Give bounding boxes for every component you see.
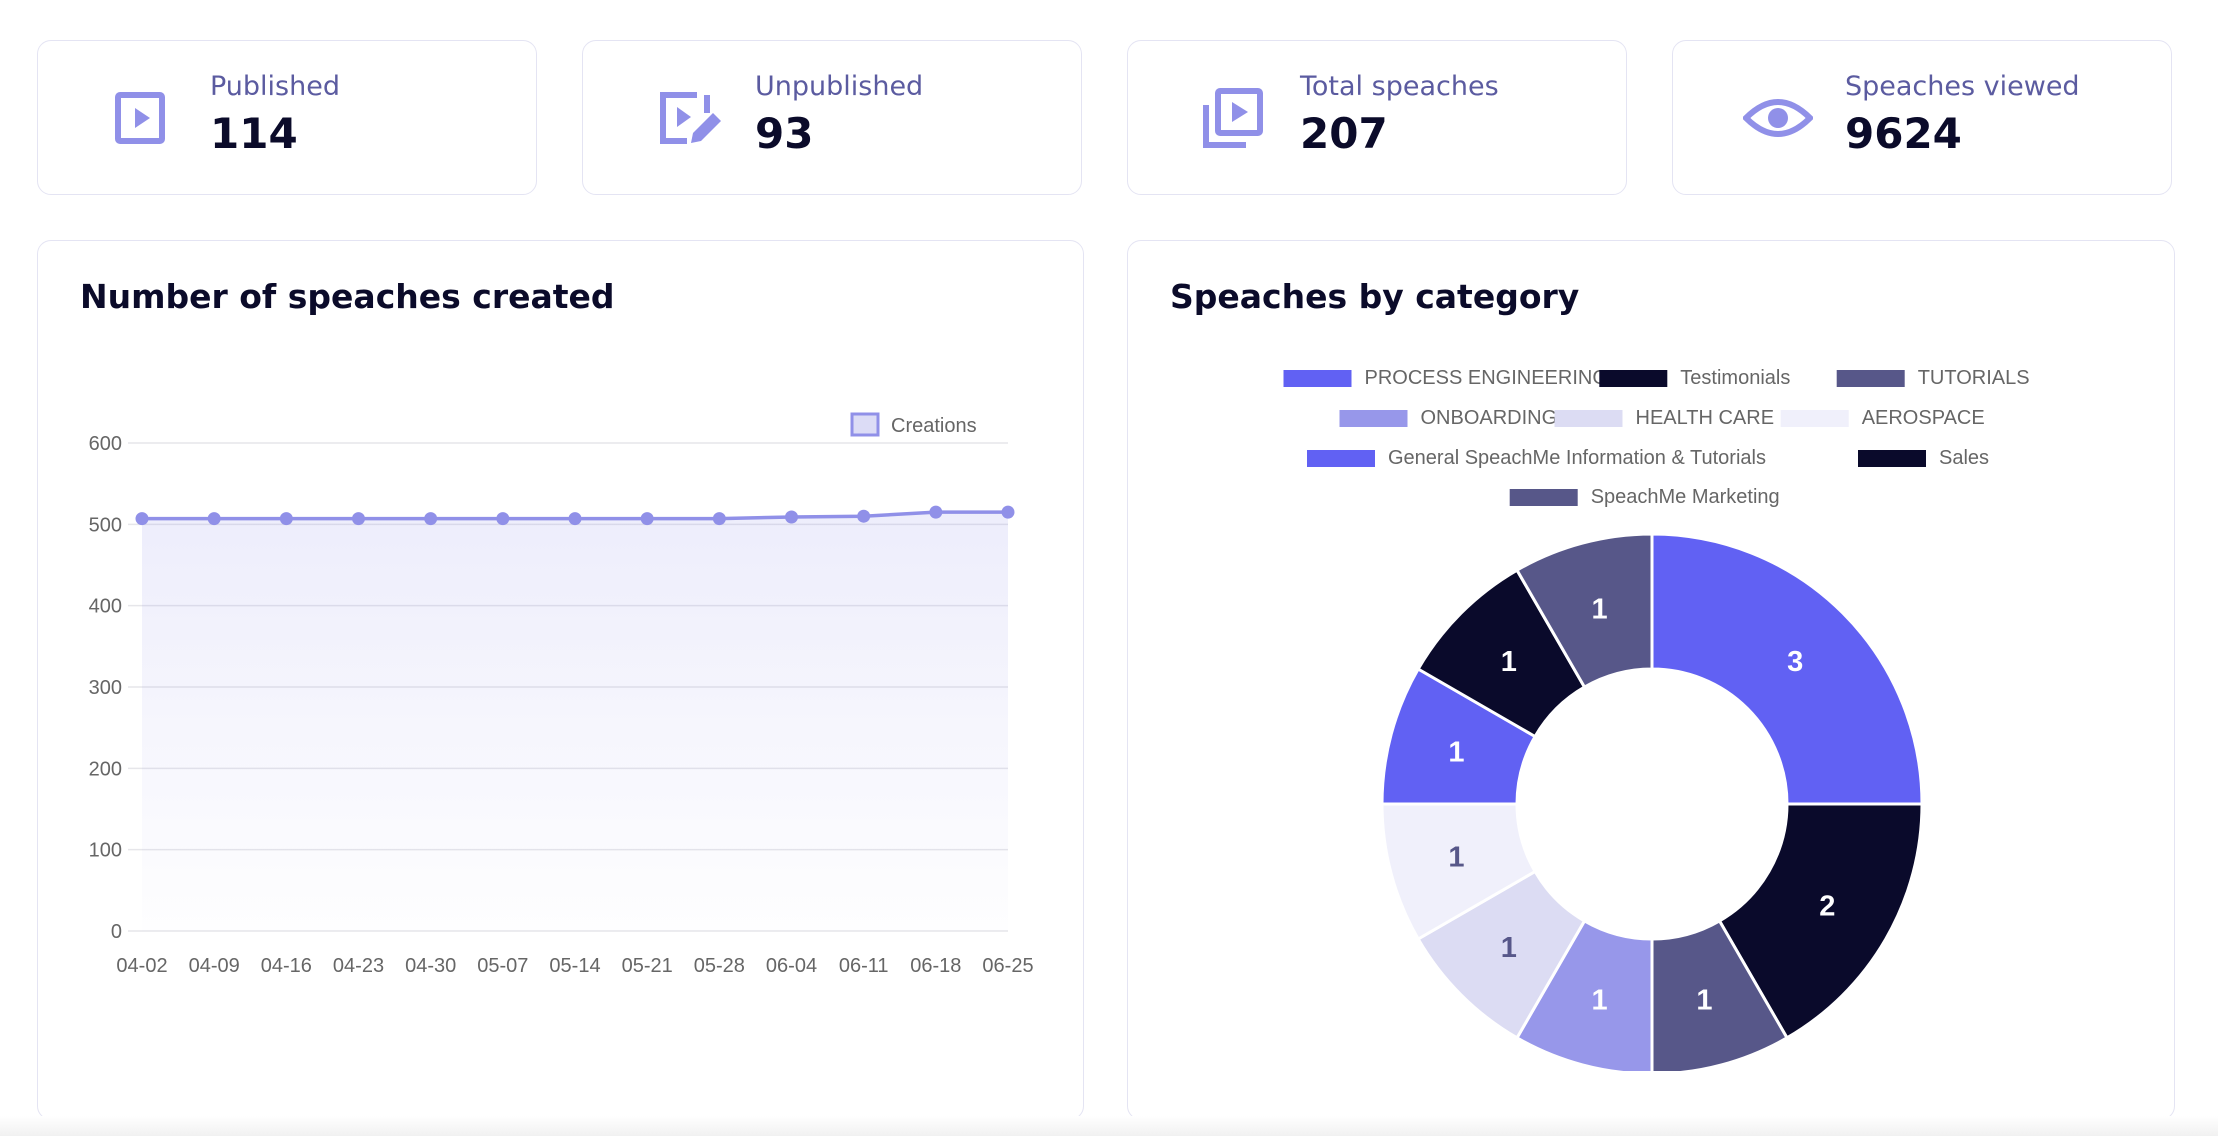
slice-value-label: 1 xyxy=(1448,737,1464,769)
page-bottom-shade xyxy=(0,1116,2218,1136)
legend-swatch xyxy=(1554,410,1623,427)
stat-value: 207 xyxy=(1300,109,1388,158)
stat-label: Total speaches xyxy=(1300,71,1499,102)
data-point xyxy=(568,512,582,526)
play-edit-icon xyxy=(660,92,721,144)
donut-slice xyxy=(1650,532,1924,806)
stat-label: Published xyxy=(210,71,340,102)
line-chart: 0 100 200 300 400 500 600 04-02 04-09 04-16 04-23 0… xyxy=(89,412,1034,977)
stat-value: 114 xyxy=(210,109,298,158)
data-point xyxy=(712,512,726,526)
data-point xyxy=(857,509,871,523)
legend-swatch xyxy=(1780,410,1849,427)
panel-title: Number of speaches created xyxy=(80,277,615,316)
stat-card-speaches-viewed: Speaches viewed 9624 xyxy=(1672,40,2172,195)
slice-value-label: 2 xyxy=(1819,890,1835,922)
y-tick-label: 0 xyxy=(111,921,122,943)
x-tick-label: 06-18 xyxy=(910,955,961,977)
y-tick-label: 500 xyxy=(89,514,122,536)
legend-label: PROCESS ENGINEERING xyxy=(1365,367,1608,389)
legend-swatch xyxy=(1307,450,1375,467)
data-point xyxy=(424,512,438,526)
slice-value-label: 1 xyxy=(1592,985,1608,1017)
x-tick-label: 04-23 xyxy=(333,955,384,977)
data-point xyxy=(640,512,654,526)
slice-value-label: 3 xyxy=(1787,646,1803,678)
x-tick-label: 04-30 xyxy=(405,955,456,977)
legend-label: Sales xyxy=(1939,447,1989,469)
slice-value-label: 1 xyxy=(1501,932,1517,964)
data-point xyxy=(207,512,221,526)
legend-label: TUTORIALS xyxy=(1918,367,2030,389)
stat-card-unpublished: Unpublished 93 xyxy=(582,40,1082,195)
legend-swatch xyxy=(1599,370,1668,387)
x-tick-label: 06-04 xyxy=(766,955,817,977)
x-tick-label: 04-02 xyxy=(116,955,167,977)
y-tick-label: 400 xyxy=(89,596,122,618)
stat-card-total-speaches: Total speaches 207 xyxy=(1127,40,1627,195)
stat-value: 9624 xyxy=(1845,109,1962,158)
y-tick-label: 300 xyxy=(89,677,122,699)
data-point xyxy=(1001,505,1015,519)
donut-slice xyxy=(1650,918,1790,1071)
legend-swatch xyxy=(1836,370,1905,387)
x-tick-label: 05-28 xyxy=(694,955,745,977)
stat-label: Unpublished xyxy=(755,71,924,102)
legend-label: Testimonials xyxy=(1680,367,1790,389)
x-tick-label: 04-09 xyxy=(189,955,240,977)
x-tick-label: 05-14 xyxy=(549,955,600,977)
data-point xyxy=(279,512,293,526)
donut-chart: PROCESS ENGINEERING Testimonials TUTORIALS… xyxy=(1283,367,2030,1071)
eye-icon xyxy=(1743,99,1813,137)
pie-chart-panel: Speaches by category PROCESS ENGINEERING… xyxy=(1127,240,2175,1120)
play-square-icon xyxy=(115,92,165,144)
slice-value-label: 1 xyxy=(1696,985,1712,1017)
legend-swatch xyxy=(1339,410,1408,427)
data-point xyxy=(352,512,365,526)
x-tick-label: 05-07 xyxy=(477,955,528,977)
data-point xyxy=(785,510,798,524)
legend-swatch xyxy=(1509,489,1578,506)
data-point xyxy=(496,512,510,526)
stat-label: Speaches viewed xyxy=(1845,71,2080,102)
data-point xyxy=(135,512,149,526)
legend-swatch xyxy=(1283,370,1352,387)
y-tick-label: 600 xyxy=(89,433,122,455)
y-tick-label: 200 xyxy=(89,758,122,780)
x-tick-label: 06-25 xyxy=(982,955,1033,977)
legend-label: General SpeachMe Information & Tutorials xyxy=(1388,447,1766,469)
legend-label: AEROSPACE xyxy=(1862,407,1985,429)
series-area xyxy=(142,512,1008,931)
data-point xyxy=(929,505,943,519)
play-stack-icon xyxy=(1203,88,1263,148)
slice-value-label: 1 xyxy=(1592,593,1608,625)
x-tick-label: 05-21 xyxy=(622,955,673,977)
panel-title: Speaches by category xyxy=(1170,277,1580,316)
legend-label: Creations xyxy=(891,415,977,437)
y-tick-label: 100 xyxy=(89,840,122,862)
legend-swatch xyxy=(1858,450,1926,467)
legend-label: ONBOARDING xyxy=(1421,407,1558,429)
legend-label: SpeachMe Marketing xyxy=(1591,486,1780,508)
slice-value-label: 1 xyxy=(1501,646,1517,678)
donut-slice xyxy=(1717,802,1924,1040)
stat-value: 93 xyxy=(755,109,814,158)
stat-card-published: Published 114 xyxy=(37,40,537,195)
line-chart-panel: Number of speaches created 0 100 200 300 400… xyxy=(37,240,1084,1120)
legend-label: HEALTH CARE xyxy=(1636,407,1775,429)
x-tick-label: 04-16 xyxy=(261,955,312,977)
legend-swatch xyxy=(850,412,880,437)
slice-value-label: 1 xyxy=(1448,841,1464,873)
x-tick-label: 06-11 xyxy=(839,955,889,977)
donut-slice xyxy=(1514,532,1654,690)
